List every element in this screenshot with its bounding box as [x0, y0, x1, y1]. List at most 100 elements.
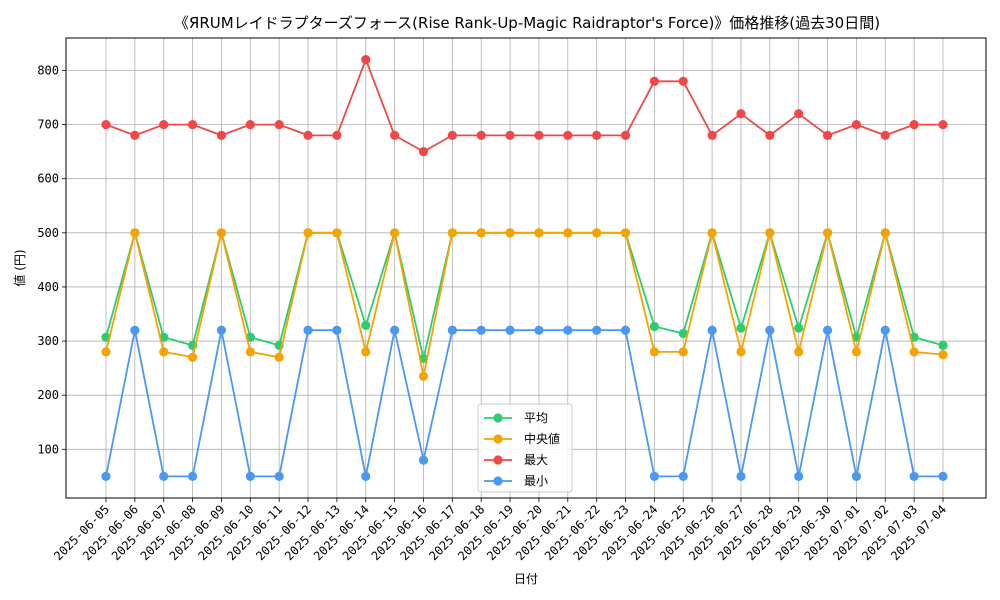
data-point	[332, 325, 342, 335]
data-point	[880, 228, 890, 238]
data-point	[736, 323, 746, 333]
data-point	[678, 76, 688, 86]
data-point	[592, 228, 602, 238]
data-point	[880, 325, 890, 335]
data-point	[390, 325, 400, 335]
data-point	[736, 109, 746, 119]
chart-title: 《ЯRUMレイドラプターズフォース(Rise Rank-Up-Magic Rai…	[174, 14, 880, 32]
data-point	[361, 320, 371, 330]
data-point	[505, 130, 515, 141]
data-point	[794, 323, 804, 333]
data-point	[130, 130, 140, 141]
data-point	[707, 228, 717, 238]
series-line	[105, 58, 943, 153]
data-point	[736, 347, 746, 357]
data-point	[649, 321, 659, 332]
data-point	[303, 130, 313, 141]
data-point	[274, 352, 284, 362]
series-3	[101, 325, 948, 481]
data-point	[476, 228, 486, 238]
data-point	[678, 347, 688, 357]
legend-box	[477, 403, 573, 493]
data-point	[361, 347, 371, 357]
data-point	[534, 130, 544, 141]
data-point	[851, 347, 862, 357]
data-point	[649, 347, 659, 357]
data-point	[765, 228, 775, 238]
data-point	[245, 119, 255, 130]
legend-swatch-marker	[493, 413, 503, 423]
data-point	[563, 325, 573, 335]
data-point	[447, 228, 457, 238]
data-point	[447, 325, 457, 335]
y-tick-label: 300	[37, 334, 59, 348]
data-point	[938, 349, 948, 360]
data-point	[361, 55, 371, 65]
y-tick-label: 100	[37, 442, 59, 456]
data-point	[216, 130, 227, 141]
data-point	[592, 130, 602, 141]
data-point	[447, 130, 457, 141]
data-point	[620, 130, 631, 141]
data-point	[390, 228, 400, 238]
data-point	[159, 347, 169, 357]
legend-swatch-marker	[493, 455, 503, 465]
data-point	[620, 228, 631, 238]
data-point	[794, 109, 804, 119]
legend-entry: 平均	[484, 411, 548, 425]
data-point	[678, 328, 688, 339]
data-point	[765, 325, 775, 335]
legend-label: 平均	[524, 411, 548, 425]
data-point	[678, 471, 688, 481]
data-point	[159, 471, 169, 481]
data-point	[707, 130, 717, 141]
data-point	[303, 325, 313, 335]
series-line	[105, 231, 944, 360]
data-point	[187, 471, 198, 481]
data-point	[418, 147, 429, 157]
legend-entry: 最大	[484, 453, 548, 467]
data-point	[187, 352, 198, 362]
data-point	[794, 347, 804, 357]
data-point	[880, 130, 890, 141]
data-point	[245, 471, 255, 481]
data-point	[216, 325, 227, 335]
series-line	[105, 329, 943, 478]
data-point	[649, 471, 659, 481]
data-point	[938, 340, 948, 350]
data-point	[909, 347, 919, 357]
data-point	[736, 471, 746, 481]
data-point	[534, 228, 544, 238]
data-point	[563, 130, 573, 141]
data-point	[505, 228, 515, 238]
data-point	[101, 119, 111, 130]
y-axis-label: 値 (円)	[12, 249, 27, 286]
data-point	[534, 325, 544, 335]
data-point	[476, 130, 486, 141]
data-point	[418, 371, 429, 381]
data-point	[563, 228, 573, 238]
y-tick-label: 800	[37, 63, 59, 77]
data-point	[649, 76, 659, 86]
data-point	[794, 471, 804, 481]
data-point	[909, 119, 919, 130]
data-point	[332, 130, 342, 141]
data-point	[505, 325, 515, 335]
legend-label: 最大	[524, 453, 548, 467]
data-point	[361, 471, 371, 481]
data-point	[592, 325, 602, 335]
legend-swatch-marker	[493, 434, 503, 444]
data-point	[822, 130, 833, 141]
data-point	[938, 471, 948, 481]
y-tick-label: 400	[37, 280, 59, 294]
legend-entry: 最小	[484, 474, 548, 488]
data-point	[938, 119, 948, 130]
data-point	[851, 471, 862, 481]
data-point	[303, 228, 313, 238]
data-point	[274, 471, 284, 481]
series	[101, 55, 948, 481]
data-point	[245, 347, 255, 357]
data-point	[187, 119, 198, 130]
data-point	[909, 471, 919, 481]
